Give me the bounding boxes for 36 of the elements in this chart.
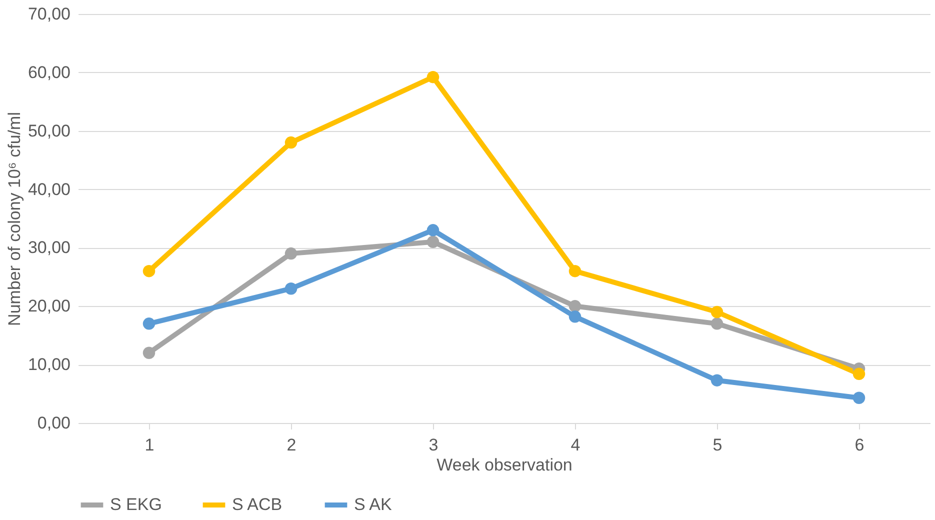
y-tick-label: 50,00 [28,121,70,140]
point [710,306,724,318]
point [852,368,866,380]
point [710,318,724,330]
legend-label: S AK [354,495,392,514]
y-tick-label: 60,00 [28,62,70,82]
y-tick-label: 40,00 [28,180,70,199]
point [426,236,440,248]
y-axis-title: Number of colony 10⁶ cfu/ml [4,112,24,326]
x-tick-label: 2 [286,436,296,454]
point [142,264,156,278]
point [852,392,866,404]
x-tick-label: 3 [428,436,438,454]
point [284,247,298,260]
y-tick-label: 10,00 [28,355,70,374]
y-tick-label: 70,00 [28,4,70,24]
point [568,310,582,323]
x-tick-label: 1 [144,436,154,454]
point [142,318,156,330]
legend-label: S EKG [110,495,162,514]
point [426,70,440,84]
y-tick-label: 0,00 [37,414,70,432]
point [284,282,298,295]
x-tick-label: 6 [854,436,864,454]
y-tick-label: 20,00 [28,296,70,316]
point [568,264,582,278]
legend-label: S ACB [232,495,282,514]
y-tick-label: 30,00 [28,238,70,258]
point [710,374,724,386]
point [284,136,298,149]
x-tick-label: 5 [712,436,722,454]
point [568,300,582,312]
point [426,224,440,236]
x-axis-title: Week observation [436,456,572,474]
point [142,346,156,359]
x-tick-label: 4 [570,436,580,454]
